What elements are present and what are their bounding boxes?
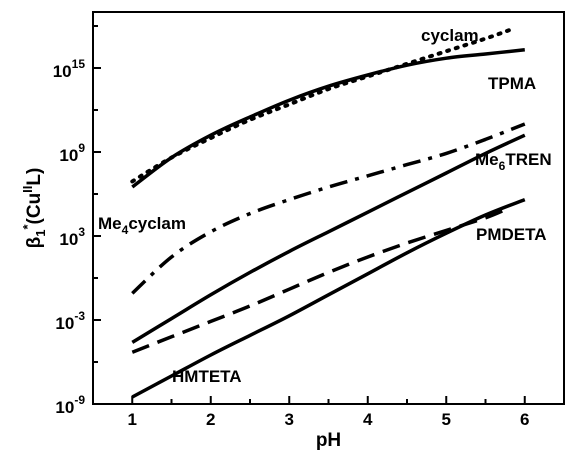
series-label-me4cyclam-main: Me xyxy=(98,214,122,233)
series-layer xyxy=(130,28,526,399)
x-axis-title: pH xyxy=(316,430,341,451)
series-label-me4cyclam: Me4cyclam xyxy=(98,214,186,237)
y-tick-base: 10 xyxy=(55,314,74,333)
series-label-tpma: TPMA xyxy=(488,74,536,93)
plot-border xyxy=(92,11,565,405)
series-line-hmteta xyxy=(131,197,526,399)
y-tick-exp: -9 xyxy=(74,393,85,407)
series-label-me4cyclam-sub: 4 xyxy=(122,223,129,237)
x-tick-label: 6 xyxy=(520,410,529,429)
y-tick-exp: 9 xyxy=(78,141,85,155)
y-tick-base: 10 xyxy=(59,146,78,165)
y-tick-base: 10 xyxy=(59,230,78,249)
x-tick-label: 3 xyxy=(285,410,294,429)
y-tick-exp: 15 xyxy=(72,57,86,71)
y-title-star: * xyxy=(20,224,35,230)
series-line-me6tren xyxy=(131,133,526,344)
y-tick-base: 10 xyxy=(55,398,74,417)
series-label-me6tren-tail: TREN xyxy=(505,150,551,169)
y-title-base: β xyxy=(24,237,45,249)
y-tick-label: 109 xyxy=(59,141,85,165)
series-label-me6tren-sub: 6 xyxy=(499,159,506,173)
y-tick-label: 10-9 xyxy=(55,393,85,417)
x-tick-label: 1 xyxy=(128,410,137,429)
series-label-me6tren-main: Me xyxy=(475,150,499,169)
series-label-me4cyclam-tail: cyclam xyxy=(128,214,186,233)
y-tick-base: 10 xyxy=(53,62,72,81)
x-tick-label: 2 xyxy=(206,410,215,429)
series-label-pmdeta: PMDETA xyxy=(476,225,547,244)
x-tick-label: 5 xyxy=(442,410,451,429)
x-tick-label: 4 xyxy=(363,410,373,429)
plot-frame xyxy=(92,11,565,405)
y-axis-title: β1*(CuIIL) xyxy=(20,168,48,249)
y-title-close: L) xyxy=(24,168,45,186)
series-line-tpma xyxy=(131,48,525,189)
y-tick-label: 10-3 xyxy=(55,309,85,333)
y-tick-label: 103 xyxy=(59,225,85,249)
y-title-sub: 1 xyxy=(33,230,48,237)
y-title-open: (Cu xyxy=(24,193,45,225)
series-line-cyclam xyxy=(130,28,512,184)
y-tick-exp: 3 xyxy=(78,225,85,239)
series-line-me4cyclam xyxy=(131,122,526,295)
y-tick-label: 1015 xyxy=(53,57,86,81)
y-title-ox: II xyxy=(20,186,35,193)
series-label-me6tren: Me6TREN xyxy=(475,150,552,173)
series-label-cyclam: cyclam xyxy=(421,26,479,45)
series-label-hmteta: HMTETA xyxy=(172,367,242,386)
y-tick-exp: -3 xyxy=(74,309,85,323)
